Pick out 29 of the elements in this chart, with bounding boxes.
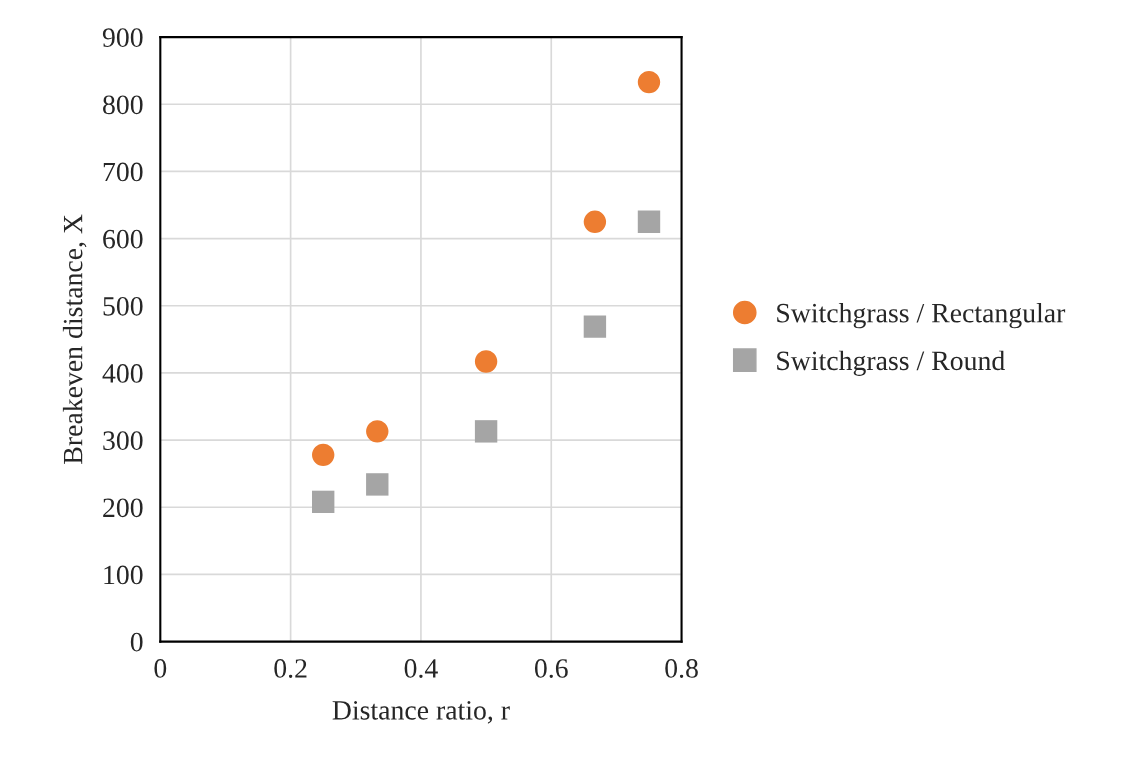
x-tick-label: 0: [154, 659, 167, 678]
y-tick-label: 300: [103, 431, 143, 451]
point: [474, 350, 498, 373]
point: [366, 473, 389, 496]
legend-label: Switchgrass / Round: [777, 350, 1005, 376]
x-tick-label: 0.8: [665, 659, 698, 678]
y-axis-title: Breakeven distance, X: [62, 214, 87, 464]
y-tick-label: 400: [102, 364, 143, 383]
x-tick-label: 0.6: [534, 659, 568, 678]
point: [312, 443, 335, 467]
point: [474, 420, 498, 443]
y-tick-label: 0: [130, 632, 143, 652]
y-tick-label: 600: [103, 229, 143, 249]
point: [366, 420, 389, 443]
y-tick-label: 800: [103, 95, 143, 115]
y-tick-label: 200: [103, 498, 143, 518]
y-tick-label: 500: [103, 296, 143, 316]
x-axis-title: Distance ratio, r: [332, 701, 510, 724]
x-tick-label: 0.4: [404, 659, 438, 678]
y-tick-label: 700: [103, 162, 143, 182]
x-tick-label: 0.2: [274, 659, 307, 678]
y-tick-label: 100: [104, 565, 143, 585]
point: [637, 210, 661, 234]
y-tick-label: 900: [102, 28, 143, 48]
point: [312, 490, 335, 514]
legend-label: Switchgrass / Rectangular: [777, 302, 1066, 329]
point: [583, 210, 607, 234]
point: [583, 315, 607, 338]
point: [637, 70, 661, 94]
